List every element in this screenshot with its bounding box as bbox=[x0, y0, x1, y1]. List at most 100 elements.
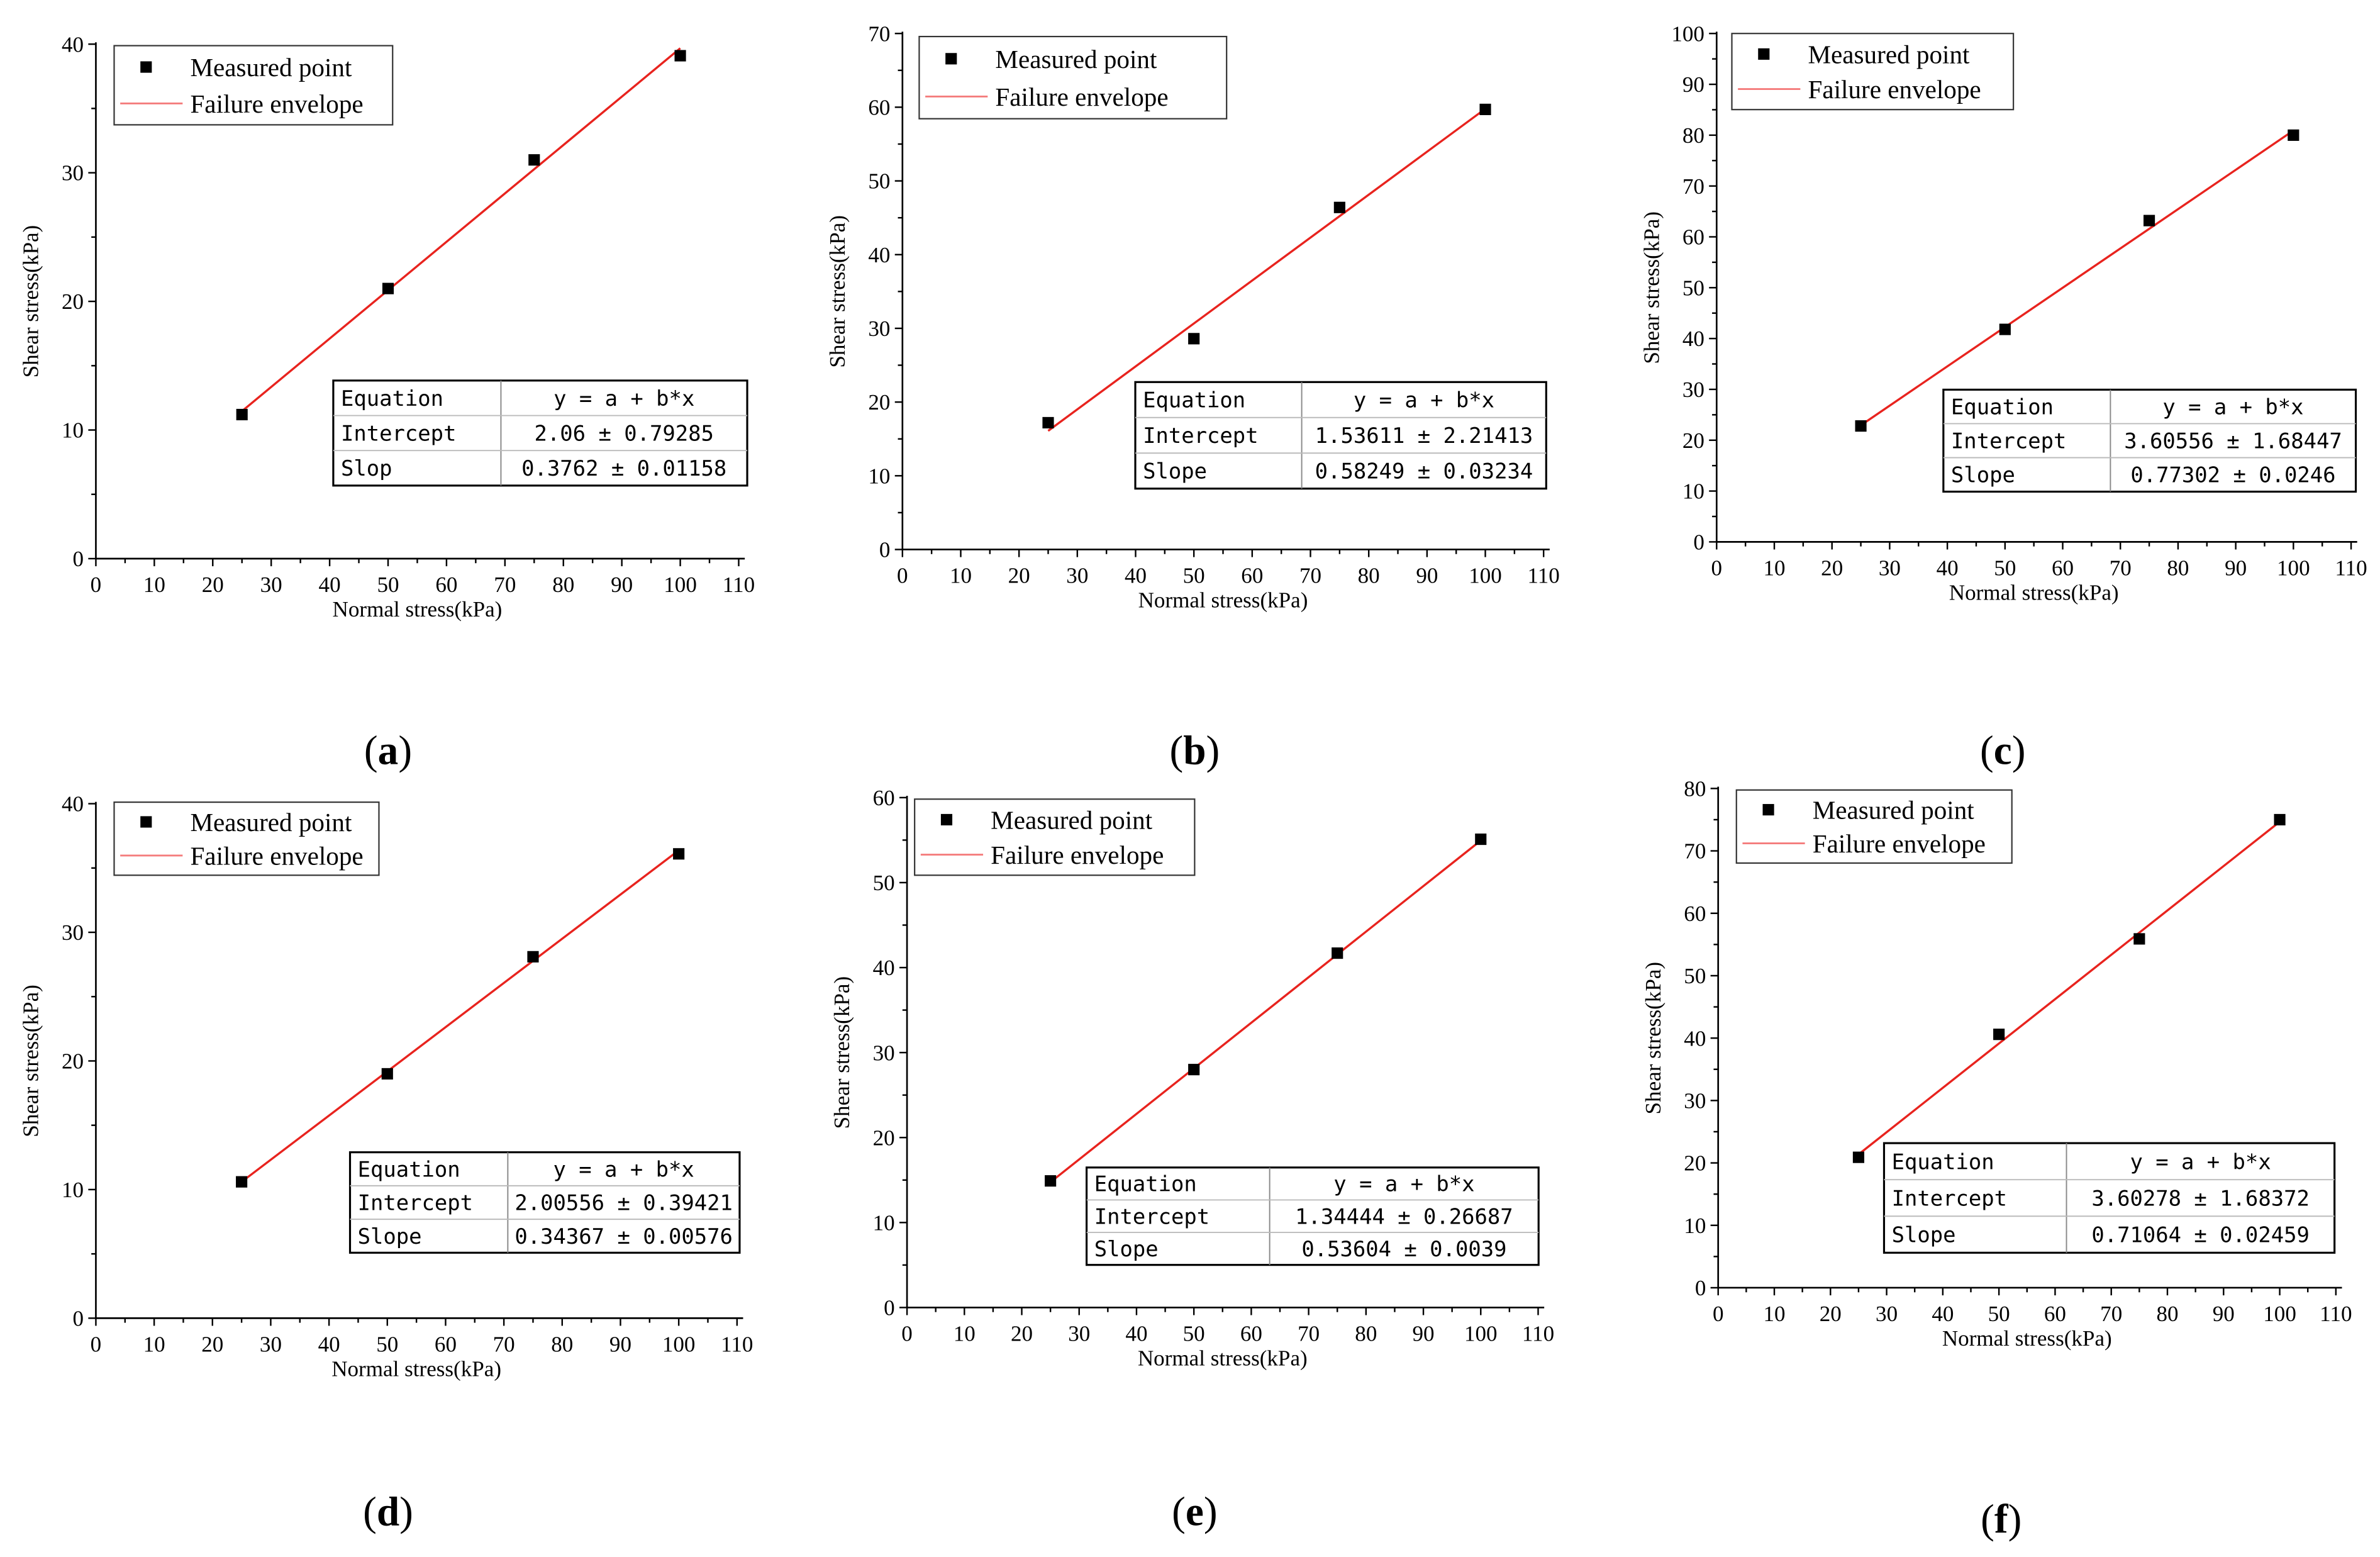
stats-slope-label: Slope bbox=[1892, 1222, 1956, 1247]
stats-equation-label: Equation bbox=[1892, 1149, 1994, 1174]
panel-label: (c) bbox=[1980, 728, 2026, 774]
failure-envelope-line bbox=[1047, 108, 1486, 432]
x-tick-label: 110 bbox=[1528, 564, 1560, 588]
legend-marker-icon bbox=[1762, 804, 1774, 816]
x-tick-label: 50 bbox=[1994, 556, 2016, 581]
legend-label-measured: Measured point bbox=[1813, 796, 1975, 825]
y-tick-label: 30 bbox=[1684, 1088, 1706, 1113]
measured-point bbox=[1042, 416, 1054, 429]
y-tick-label: 50 bbox=[1684, 964, 1706, 988]
y-tick-label: 20 bbox=[1682, 428, 1704, 453]
panel-label: (e) bbox=[1172, 1489, 1218, 1534]
stats-equation-value: y = a + b*x bbox=[553, 386, 694, 411]
failure-envelope-line bbox=[1857, 820, 2281, 1156]
x-tick-label: 30 bbox=[260, 572, 282, 597]
legend-label-measured: Measured point bbox=[1808, 40, 1970, 69]
x-tick-label: 20 bbox=[202, 572, 224, 597]
y-tick-label: 50 bbox=[873, 871, 895, 895]
x-tick-label: 80 bbox=[1358, 564, 1380, 588]
y-tick-label: 80 bbox=[1682, 123, 1704, 148]
x-tick-label: 90 bbox=[2213, 1302, 2235, 1326]
legend-label-envelope: Failure envelope bbox=[991, 840, 1164, 869]
stats-intercept-value: 1.53611 ± 2.21413 bbox=[1315, 423, 1533, 448]
legend-label-envelope: Failure envelope bbox=[995, 82, 1168, 111]
y-tick-label: 60 bbox=[873, 786, 895, 810]
stats-table-border bbox=[1942, 388, 2357, 493]
x-tick-label: 30 bbox=[1876, 1302, 1898, 1326]
stats-intercept-label: Intercept bbox=[1094, 1204, 1209, 1229]
measured-point bbox=[1852, 1151, 1865, 1163]
y-tick-label: 60 bbox=[868, 96, 890, 120]
stats-table: Equation y = a + b*x Intercept 3.60556 ± 1.… bbox=[1942, 388, 2357, 493]
x-tick-label: 110 bbox=[2335, 556, 2367, 581]
legend-box bbox=[113, 801, 380, 876]
stats-intercept-label: Intercept bbox=[1951, 429, 2066, 454]
y-tick-label: 30 bbox=[62, 161, 84, 186]
failure-envelope-line bbox=[241, 47, 681, 412]
y-tick-label: 10 bbox=[868, 464, 890, 488]
chart-panel-a: 0 10 20 30 40 50 60 70 80 90 100 110010203040Normal… bbox=[18, 32, 755, 773]
x-tick-label: 10 bbox=[1763, 556, 1785, 581]
x-tick-label: 110 bbox=[723, 572, 755, 597]
y-tick-label: 10 bbox=[62, 418, 84, 443]
stats-intercept-value: 1.34444 ± 0.26687 bbox=[1295, 1204, 1513, 1229]
legend-marker-icon bbox=[1758, 48, 1770, 60]
chart-panel-c: 0 10 20 30 40 50 60 70 80 90 100 110 0 10 20 30 40 50 60 70… bbox=[1639, 21, 2367, 773]
x-tick-label: 100 bbox=[2277, 556, 2310, 581]
measured-point bbox=[1188, 333, 1200, 345]
y-tick-label: 30 bbox=[868, 316, 890, 341]
x-tick-label: 100 bbox=[2263, 1302, 2296, 1326]
legend-box bbox=[113, 45, 394, 126]
x-tick-label: 90 bbox=[1413, 1322, 1435, 1346]
measured-point bbox=[2144, 215, 2155, 226]
x-tick-label: 70 bbox=[1298, 1322, 1320, 1346]
x-tick-label: 100 bbox=[664, 572, 697, 597]
y-axis-label: Shear stress(kPa) bbox=[825, 215, 850, 368]
x-tick-label: 10 bbox=[954, 1322, 976, 1346]
y-tick-label: 90 bbox=[1682, 72, 1704, 97]
x-tick-label: 40 bbox=[1937, 556, 1959, 581]
stats-intercept-label: Intercept bbox=[1143, 423, 1258, 448]
stats-slope-value: 0.34367 ± 0.00576 bbox=[514, 1224, 733, 1249]
x-tick-label: 30 bbox=[1068, 1322, 1090, 1346]
y-tick-label: 10 bbox=[1684, 1214, 1706, 1238]
measured-point bbox=[1475, 833, 1487, 845]
y-tick-label: 60 bbox=[1682, 225, 1704, 250]
measured-point bbox=[1188, 1064, 1200, 1076]
x-tick-label: 60 bbox=[435, 572, 457, 597]
y-tick-label: 10 bbox=[62, 1178, 84, 1202]
stats-intercept-value: 2.00556 ± 0.39421 bbox=[514, 1191, 733, 1215]
stats-equation-label: Equation bbox=[341, 386, 443, 411]
legend-marker-icon bbox=[140, 61, 152, 73]
measured-point bbox=[673, 848, 685, 860]
measured-point bbox=[236, 1176, 248, 1188]
legend-marker-icon bbox=[945, 53, 957, 65]
y-tick-label: 70 bbox=[1682, 174, 1704, 199]
x-tick-label: 10 bbox=[143, 1332, 165, 1357]
y-tick-label: 40 bbox=[62, 792, 84, 817]
y-tick-label: 0 bbox=[73, 547, 84, 571]
x-tick-label: 90 bbox=[1416, 564, 1438, 588]
x-tick-label: 40 bbox=[1125, 1322, 1147, 1346]
stats-table-border bbox=[1134, 381, 1547, 490]
stats-slope-value: 0.53604 ± 0.0039 bbox=[1301, 1237, 1506, 1261]
measured-point bbox=[381, 1068, 393, 1080]
legend-label-envelope: Failure envelope bbox=[190, 841, 363, 870]
measured-point bbox=[1999, 323, 2011, 335]
legend-box bbox=[1731, 33, 2015, 111]
y-tick-label: 100 bbox=[1671, 21, 1704, 46]
y-tick-label: 80 bbox=[1684, 776, 1706, 801]
y-tick-label: 20 bbox=[1684, 1151, 1706, 1176]
legend-box bbox=[914, 798, 1196, 876]
legend-label-measured: Measured point bbox=[991, 805, 1153, 834]
legend-label-measured: Measured point bbox=[190, 808, 352, 837]
stats-intercept-label: Intercept bbox=[1892, 1186, 2007, 1210]
x-tick-label: 30 bbox=[1879, 556, 1901, 581]
x-tick-label: 80 bbox=[2156, 1302, 2178, 1326]
measured-point bbox=[1332, 947, 1343, 959]
x-tick-label: 10 bbox=[1763, 1302, 1785, 1326]
stats-table-border bbox=[1882, 1142, 2336, 1254]
failure-envelope-line bbox=[241, 849, 680, 1183]
x-tick-label: 100 bbox=[1464, 1322, 1498, 1346]
